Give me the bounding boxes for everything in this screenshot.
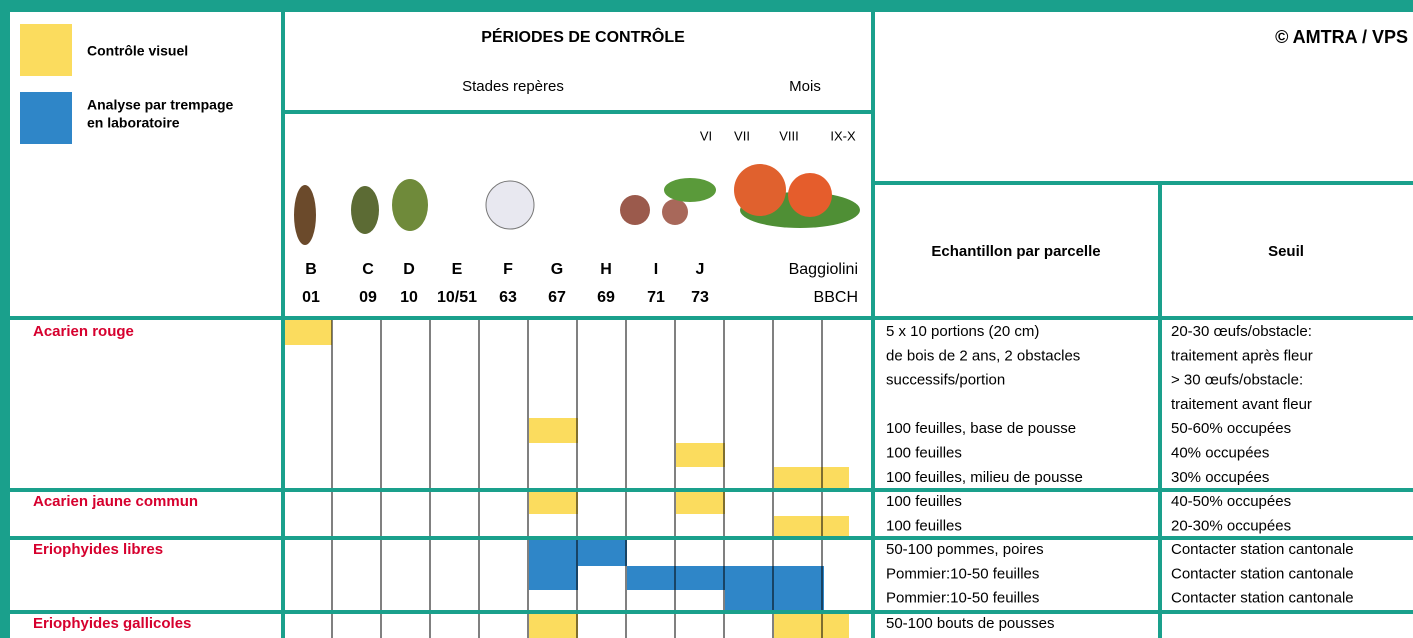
visual-check <box>676 492 725 514</box>
pest-name: Acarien jaune commun <box>33 493 198 510</box>
fruit-illustration <box>662 199 688 225</box>
threshold-text: traitement avant fleur <box>1171 396 1312 413</box>
legend-label: Analyse par trempage <box>87 97 233 113</box>
stage-letter: H <box>600 261 612 278</box>
sample-text: 5 x 10 portions (20 cm) <box>886 323 1039 340</box>
sample-text: successifs/portion <box>886 372 1005 389</box>
lab-analysis <box>627 566 824 590</box>
legend-swatch-visual <box>20 24 72 76</box>
lab-analysis <box>529 566 578 590</box>
scale-name: Baggiolini <box>789 261 858 278</box>
stage-letter: I <box>654 261 658 278</box>
stage-bbch: 09 <box>359 289 377 306</box>
pest-name: Eriophyides libres <box>33 541 163 558</box>
month-label: VII <box>734 128 750 143</box>
stage-letter: B <box>305 261 317 278</box>
sample-text: 100 feuilles <box>886 444 962 461</box>
legend-swatch-lab <box>20 92 72 144</box>
stage-bbch: 73 <box>691 289 709 306</box>
sheet <box>10 10 1413 638</box>
sample-text: Pommier:10-50 feuilles <box>886 590 1039 607</box>
threshold-text: > 30 œufs/obstacle: <box>1171 372 1303 389</box>
stage-letter: E <box>452 261 463 278</box>
stage-letter: F <box>503 261 513 278</box>
sample-text: 50-100 bouts de pousses <box>886 615 1054 632</box>
visual-check <box>676 443 725 467</box>
threshold-text: Contacter station cantonale <box>1171 565 1354 582</box>
leaf-illustration <box>664 178 716 202</box>
fruit-illustration <box>788 173 832 217</box>
grid <box>10 8 1413 638</box>
stage-letter: G <box>551 261 563 278</box>
visual-check <box>774 614 849 638</box>
visual-check <box>283 320 332 345</box>
scale-name: BBCH <box>814 289 858 306</box>
threshold-text: Contacter station cantonale <box>1171 590 1354 607</box>
stage-letter: D <box>403 261 415 278</box>
sample-text: 100 feuilles, base de pousse <box>886 420 1076 437</box>
subtitle-stades: Stades repères <box>462 78 564 95</box>
pest-name: Eriophyides gallicoles <box>33 615 191 632</box>
threshold-text: 50-60% occupées <box>1171 420 1291 437</box>
month-label: VI <box>700 128 712 143</box>
subtitle-mois: Mois <box>789 78 821 95</box>
sample-text: Pommier:10-50 feuilles <box>886 565 1039 582</box>
threshold-text: 30% occupées <box>1171 469 1269 486</box>
month-label: VIII <box>779 128 799 143</box>
fruit-illustration <box>734 164 786 216</box>
threshold-text: 20-30 œufs/obstacle: <box>1171 323 1312 340</box>
threshold-text: 40-50% occupées <box>1171 493 1291 510</box>
visual-check <box>774 516 849 538</box>
copyright: © AMTRA / VPS <box>1275 27 1408 47</box>
month-label: IX-X <box>830 128 856 143</box>
pest-name: Acarien rouge <box>33 323 134 340</box>
stage-bbch: 10/51 <box>437 289 477 306</box>
threshold-text: 20-30% occupées <box>1171 517 1291 534</box>
column-header: Seuil <box>1268 243 1304 260</box>
stage-bbch: 67 <box>548 289 566 306</box>
schedule <box>283 320 849 638</box>
lab-analysis <box>529 540 627 566</box>
lab-analysis <box>725 590 824 612</box>
visual-check <box>774 467 849 490</box>
legend-label: en laboratoire <box>87 115 180 131</box>
visual-check <box>529 418 578 443</box>
stage-bbch: 01 <box>302 289 320 306</box>
stage-bbch: 10 <box>400 289 418 306</box>
threshold-text: traitement après fleur <box>1171 347 1313 364</box>
sample-text: 100 feuilles <box>886 517 962 534</box>
fruit-illustration <box>620 195 650 225</box>
column-header: Echantillon par parcelle <box>931 243 1100 260</box>
bud-illustration <box>294 185 316 245</box>
visual-check <box>529 614 578 638</box>
visual-check <box>529 492 578 514</box>
bud-illustration <box>392 179 428 231</box>
threshold-text: 40% occupées <box>1171 444 1269 461</box>
stage-letter: J <box>696 261 705 278</box>
stage-bbch: 71 <box>647 289 665 306</box>
sample-text: 50-100 pommes, poires <box>886 541 1044 558</box>
sample-text: de bois de 2 ans, 2 obstacles <box>886 347 1080 364</box>
stage-bbch: 63 <box>499 289 517 306</box>
legend-label: Contrôle visuel <box>87 43 188 59</box>
title: PÉRIODES DE CONTRÔLE <box>481 27 685 46</box>
sample-text: 100 feuilles <box>886 493 962 510</box>
threshold-text: Contacter station cantonale <box>1171 541 1354 558</box>
flower-illustration <box>485 180 535 230</box>
stage-illustrations <box>294 164 860 245</box>
bud-illustration <box>351 186 379 234</box>
sample-text: 100 feuilles, milieu de pousse <box>886 469 1083 486</box>
stage-bbch: 69 <box>597 289 615 306</box>
stage-letter: C <box>362 261 374 278</box>
